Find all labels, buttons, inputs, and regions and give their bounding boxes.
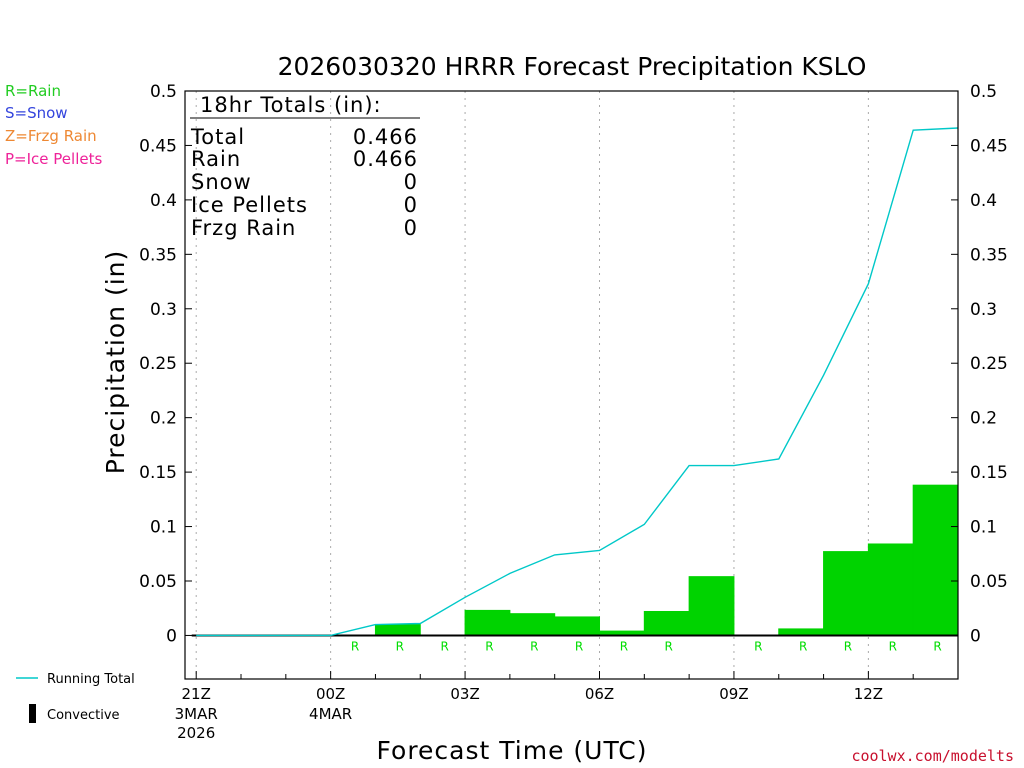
ptype-marker: R — [530, 639, 538, 653]
ptype-marker: R — [665, 639, 673, 653]
totals-label-rain: Rain — [191, 147, 241, 171]
ptype-legend: R=Rain S=Snow Z=Frzg Rain P=Ice Pellets — [5, 82, 102, 168]
chart-title: 2026030320 HRRR Forecast Precipitation K… — [278, 52, 867, 81]
y-tick-label-right: 0.5 — [970, 82, 997, 102]
precip-bar — [688, 576, 735, 636]
precip-bar — [643, 610, 690, 636]
x-tick-label: 09Z — [719, 685, 748, 703]
x-tick-sublabel-date: 3MAR — [175, 705, 218, 723]
running-total-line — [196, 127, 959, 637]
x-tick-label: 03Z — [450, 685, 479, 703]
y-tick-label-right: 0.4 — [970, 191, 997, 211]
hourly-bars — [374, 484, 959, 636]
ptype-marker: R — [620, 639, 628, 653]
ptype-marker: R — [351, 639, 359, 653]
y-tick-label-right: 0.15 — [970, 463, 1008, 483]
bottom-legend: Running Total Convective — [16, 672, 135, 723]
running-total-legend-label: Running Total — [47, 672, 135, 687]
ptype-marker: R — [933, 639, 941, 653]
y-tick-label-right: 0.05 — [970, 572, 1008, 592]
y-axis-ticks: 0 00.05 0.050.1 0.10.15 0.150.2 0.20.25 0.250.… — [139, 82, 1008, 646]
y-axis-label: Precipitation (in) — [101, 250, 130, 475]
y-tick-label-right: 0.1 — [970, 518, 997, 538]
ptype-legend-ice-pellets: P=Ice Pellets — [5, 150, 102, 168]
y-tick-label-left: 0.05 — [139, 572, 177, 592]
precip-bar — [464, 609, 511, 636]
credit-text: coolwx.com/modelts — [851, 747, 1014, 765]
y-tick-label-left: 0.2 — [150, 409, 177, 429]
y-tick-label-left: 0.25 — [139, 354, 177, 374]
plot-frame — [184, 90, 959, 680]
x-tick-label: 06Z — [585, 685, 614, 703]
y-tick-label-right: 0 — [970, 626, 981, 646]
ptype-marker: R — [889, 639, 897, 653]
totals-label-ice-pellets: Ice Pellets — [191, 193, 308, 217]
x-tick-sublabel-year: 2026 — [177, 724, 215, 742]
precip-bar — [867, 543, 914, 636]
totals-value-snow: 0 — [404, 170, 418, 194]
totals-header: 18hr Totals (in): — [200, 93, 382, 117]
precip-bar — [823, 551, 869, 636]
ptype-marker: R — [575, 639, 583, 653]
ptype-marker: R — [485, 639, 493, 653]
grid-lines — [195, 91, 869, 679]
y-tick-label-right: 0.25 — [970, 354, 1008, 374]
precip-bar — [912, 484, 959, 636]
y-tick-label-right: 0.2 — [970, 409, 997, 429]
y-tick-label-right: 0.35 — [970, 245, 1008, 265]
convective-legend-label: Convective — [47, 708, 120, 723]
ptype-marker: R — [440, 639, 448, 653]
totals-box: 18hr Totals (in): Total 0.466 Rain 0.466… — [190, 93, 420, 240]
ptype-legend-rain: R=Rain — [5, 82, 61, 100]
precip-bar — [374, 624, 421, 636]
totals-label-snow: Snow — [191, 170, 252, 194]
totals-label-frzg-rain: Frzg Rain — [191, 216, 296, 240]
y-tick-label-left: 0.4 — [150, 191, 177, 211]
precip-bar — [509, 613, 556, 636]
convective-legend-swatch — [29, 704, 36, 723]
ptype-legend-frzg-rain: Z=Frzg Rain — [5, 127, 97, 145]
x-tick-label: 12Z — [854, 685, 883, 703]
totals-value-frzg-rain: 0 — [404, 216, 418, 240]
y-tick-label-right: 0.3 — [970, 300, 997, 320]
totals-value-ice-pellets: 0 — [404, 193, 418, 217]
y-tick-label-left: 0.35 — [139, 245, 177, 265]
x-axis-label: Forecast Time (UTC) — [377, 736, 648, 765]
precip-bar — [554, 616, 601, 636]
x-tick-sublabel-date: 4MAR — [309, 705, 352, 723]
y-tick-label-right: 0.45 — [970, 136, 1008, 156]
y-tick-label-left: 0.1 — [150, 518, 177, 538]
x-tick-label: 21Z — [182, 685, 211, 703]
totals-value-rain: 0.466 — [353, 147, 418, 171]
y-tick-label-left: 0 — [166, 626, 177, 646]
y-tick-label-left: 0.5 — [150, 82, 177, 102]
y-tick-label-left: 0.3 — [150, 300, 177, 320]
ptype-marker: R — [396, 639, 404, 653]
totals-value-total: 0.466 — [353, 125, 418, 149]
ptype-marker: R — [754, 639, 762, 653]
y-tick-label-left: 0.15 — [139, 463, 177, 483]
totals-label-total: Total — [190, 125, 245, 149]
ptype-marker: R — [799, 639, 807, 653]
x-tick-label: 00Z — [316, 685, 345, 703]
ptype-marker: R — [844, 639, 852, 653]
y-tick-label-left: 0.45 — [139, 136, 177, 156]
ptype-legend-snow: S=Snow — [5, 104, 68, 122]
